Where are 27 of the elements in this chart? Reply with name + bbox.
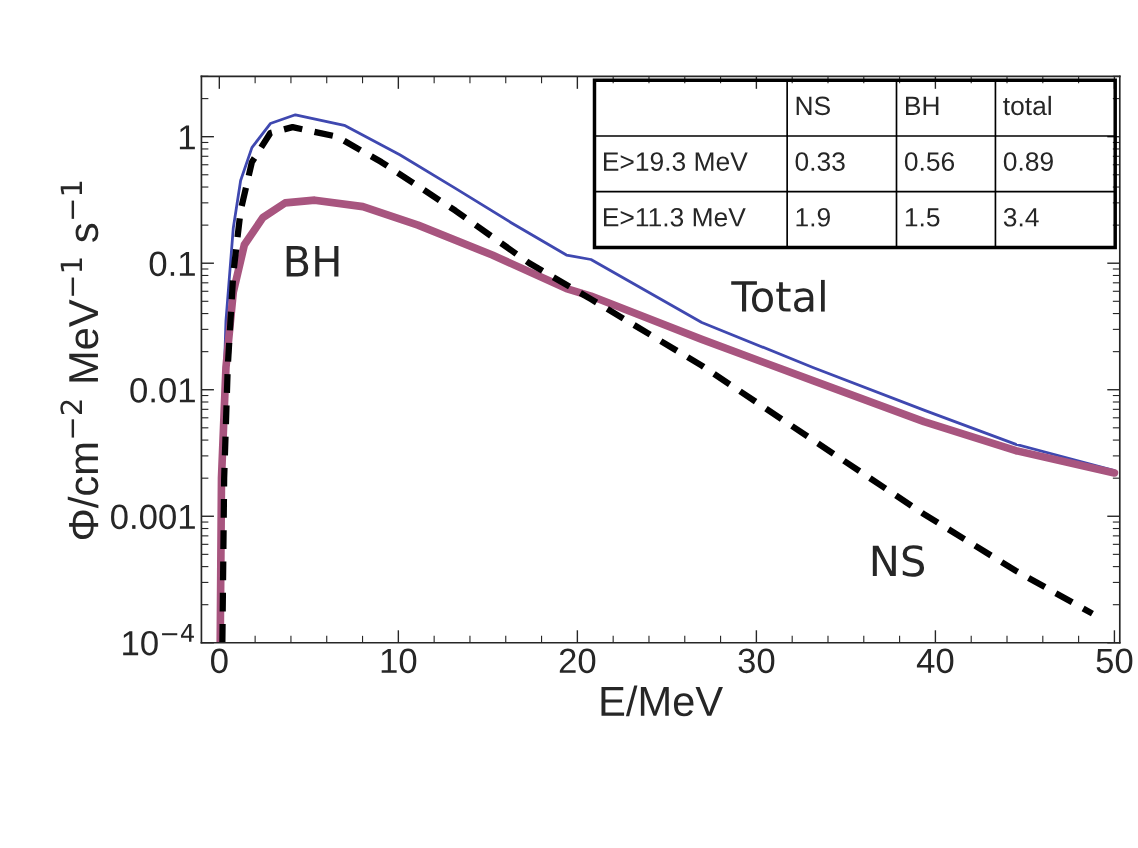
series-label: BH xyxy=(286,246,339,277)
y-tick-label: 0.001 xyxy=(111,504,195,530)
x-tick-label: 30 xyxy=(738,648,775,674)
x-tick-label: 0 xyxy=(211,648,228,674)
y-tick-label: 0.1 xyxy=(149,251,195,277)
annotation: total xyxy=(1003,95,1051,116)
x-tick-label: 50 xyxy=(1096,648,1133,674)
annotation: E>19.3 MeV xyxy=(604,152,748,171)
y-axis-title: Φ/cm$^{−2}$ MeV$^{−1}$ s$^{−1}$ xyxy=(60,181,99,540)
x-tick-label: 10 xyxy=(381,648,417,674)
series-label: NS xyxy=(872,545,925,577)
y-tick-label: 10$^{−4}$ xyxy=(123,624,194,656)
x-axis-title: E/MeV xyxy=(601,685,723,717)
x-tick-label: 40 xyxy=(916,648,954,674)
annotation: NS xyxy=(796,96,830,116)
y-tick-label: 0.01 xyxy=(130,378,195,403)
annotation: 0.56 xyxy=(904,152,955,171)
series-label: Total xyxy=(731,279,825,313)
x-tick-label: 20 xyxy=(559,648,596,674)
annotation: E>11.3 MeV xyxy=(604,207,746,227)
annotation: 1.9 xyxy=(796,207,830,227)
annotation: BH xyxy=(906,96,939,115)
y-tick-label: 1 xyxy=(179,125,195,150)
annotation: 3.4 xyxy=(1003,207,1039,227)
annotation: 1.5 xyxy=(905,208,940,227)
annotation: 0.89 xyxy=(1003,152,1053,171)
annotation: 0.33 xyxy=(795,152,845,171)
